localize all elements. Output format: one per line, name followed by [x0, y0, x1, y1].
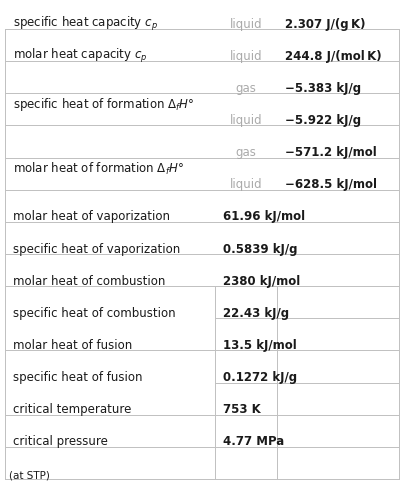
- Text: 22.43 kJ/g: 22.43 kJ/g: [223, 307, 289, 320]
- Text: 0.5839 kJ/g: 0.5839 kJ/g: [223, 243, 297, 256]
- Text: molar heat of formation $\Delta_f H°$: molar heat of formation $\Delta_f H°$: [13, 161, 184, 177]
- Text: liquid: liquid: [230, 18, 262, 31]
- Text: −5.922 kJ/g: −5.922 kJ/g: [285, 114, 361, 127]
- Text: molar heat of vaporization: molar heat of vaporization: [13, 210, 170, 224]
- Text: 4.77 MPa: 4.77 MPa: [223, 435, 284, 449]
- Text: specific heat of formation $\Delta_f H°$: specific heat of formation $\Delta_f H°$: [13, 96, 194, 113]
- Text: −628.5 kJ/mol: −628.5 kJ/mol: [285, 178, 377, 191]
- Text: liquid: liquid: [230, 50, 262, 63]
- Text: critical temperature: critical temperature: [13, 403, 131, 416]
- Text: liquid: liquid: [230, 114, 262, 127]
- Text: (at STP): (at STP): [9, 470, 50, 480]
- Text: specific heat of fusion: specific heat of fusion: [13, 371, 143, 384]
- Text: 13.5 kJ/mol: 13.5 kJ/mol: [223, 339, 297, 352]
- Text: 2380 kJ/mol: 2380 kJ/mol: [223, 275, 300, 288]
- Text: gas: gas: [236, 146, 257, 159]
- Text: molar heat of fusion: molar heat of fusion: [13, 339, 132, 352]
- Text: −571.2 kJ/mol: −571.2 kJ/mol: [285, 146, 377, 159]
- Text: critical pressure: critical pressure: [13, 435, 108, 449]
- Text: 0.1272 kJ/g: 0.1272 kJ/g: [223, 371, 297, 384]
- Text: 2.307 J/(g K): 2.307 J/(g K): [285, 18, 366, 31]
- Text: 244.8 J/(mol K): 244.8 J/(mol K): [285, 50, 382, 63]
- Text: specific heat capacity $c_p$: specific heat capacity $c_p$: [13, 15, 158, 33]
- Text: molar heat capacity $c_p$: molar heat capacity $c_p$: [13, 47, 147, 65]
- Text: −5.383 kJ/g: −5.383 kJ/g: [285, 82, 361, 95]
- Text: 753 K: 753 K: [223, 403, 261, 416]
- Text: molar heat of combustion: molar heat of combustion: [13, 275, 165, 288]
- Text: gas: gas: [236, 82, 257, 95]
- Text: liquid: liquid: [230, 178, 262, 191]
- Text: 61.96 kJ/mol: 61.96 kJ/mol: [223, 210, 305, 224]
- Text: specific heat of combustion: specific heat of combustion: [13, 307, 176, 320]
- Text: specific heat of vaporization: specific heat of vaporization: [13, 243, 180, 256]
